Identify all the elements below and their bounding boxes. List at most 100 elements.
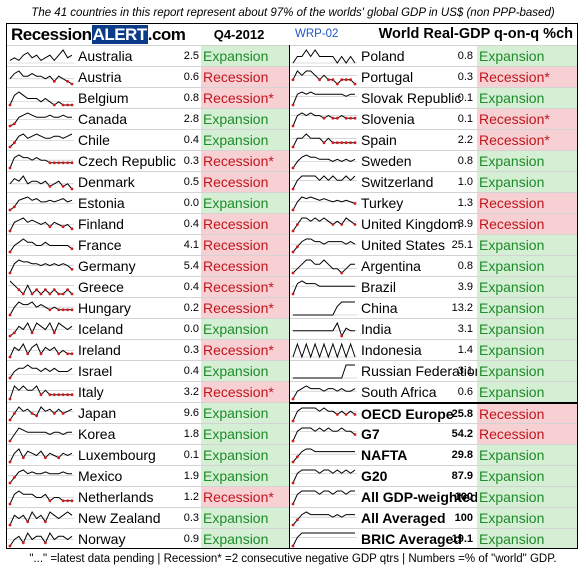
gdp-weight-value: 1.9 (183, 470, 199, 482)
row-g20: G20 87.9 Expansion (290, 465, 577, 486)
row-ireland: Ireland 0.3 Recession* (7, 339, 289, 360)
sparkline-chart (8, 91, 74, 107)
row-czech-republic: Czech Republic 0.3 Recession* (7, 150, 289, 171)
gdp-weight-value: 5.4 (183, 260, 199, 272)
row-name: Austria (78, 69, 122, 85)
row-name: G20 (361, 468, 388, 484)
sparkline-negative-point (322, 141, 326, 145)
sparkline-negative-point (344, 141, 348, 145)
sparkline-negative-point (296, 223, 299, 226)
row-name: Norway (78, 531, 126, 547)
sparkline-negative-point (70, 187, 74, 191)
gdp-weight-value: 4.1 (183, 239, 199, 251)
sparkline-negative-point (21, 292, 25, 296)
sparkline-path (292, 133, 355, 148)
row-slovenia: Slovenia 0.1 Recession* (290, 108, 577, 129)
status-badge: Recession* (477, 130, 577, 150)
status-badge: Expansion (201, 193, 289, 213)
sparkline-chart (291, 342, 357, 359)
sparkline-negative-point (340, 271, 344, 275)
row-iceland: Iceland 0.0 Expansion (7, 318, 289, 339)
sparkline-negative-point (318, 78, 321, 82)
sparkline-path (9, 70, 73, 85)
status-badge: Expansion (477, 46, 577, 66)
sparkline-negative-point (70, 267, 74, 271)
gdp-weight-value: 13.2 (451, 302, 473, 314)
row-name: Hungary (78, 300, 131, 316)
sparkline-negative-point (70, 103, 74, 107)
status-badge: Recession (477, 193, 577, 213)
row-name: Switzerland (361, 174, 434, 190)
gdp-weight-value: 0.6 (457, 386, 473, 398)
sparkline-negative-point (331, 141, 335, 145)
status-badge: Recession (477, 424, 577, 444)
status-badge: Expansion (201, 529, 289, 548)
sparkline-negative-point (291, 292, 295, 296)
status-badge: Expansion (477, 382, 577, 402)
sparkline-negative-point (8, 481, 12, 485)
sparkline-chart (291, 49, 357, 64)
sparkline-path (292, 259, 355, 274)
status-badge: Expansion (477, 340, 577, 360)
sparkline-chart (291, 112, 357, 128)
sparkline-negative-point (291, 419, 295, 423)
status-badge: Expansion (477, 256, 577, 276)
sparkline-path (9, 112, 72, 127)
sparkline-negative-point (44, 541, 47, 545)
sparkline-chart (8, 217, 74, 233)
gdp-weight-value: 0.4 (183, 218, 199, 230)
sparkline-negative-point (70, 393, 74, 397)
gdp-weight-value: 0.1 (457, 113, 473, 125)
sparkline-negative-point (340, 78, 344, 82)
row-luxembourg: Luxembourg 0.1 Expansion (7, 444, 289, 465)
sparkline-path (9, 469, 72, 484)
status-badge: Recession* (201, 151, 289, 171)
sparkline-chart (291, 259, 357, 275)
sparkline-negative-point (44, 456, 47, 460)
sparkline-negative-point (66, 393, 69, 397)
sparkline-negative-point (8, 355, 12, 359)
row-all-gdp-weighted: All GDP-weighted 100 Expansion (290, 486, 577, 507)
sparkline-negative-point (70, 308, 74, 312)
chart-title: World Real-GDP q-on-q %ch (378, 26, 573, 42)
row-name: United Kingdom (361, 216, 461, 232)
row-name: Spain (361, 132, 397, 148)
row-name: All Averaged (361, 510, 446, 526)
gdp-weight-value: 0.9 (183, 533, 199, 545)
sparkline-negative-point (70, 247, 74, 251)
sparkline-negative-point (8, 439, 12, 443)
sparkline-negative-point (61, 499, 65, 503)
row-name: Germany (78, 258, 136, 274)
gdp-weight-value: 0.1 (183, 449, 199, 461)
row-name: Canada (78, 111, 128, 127)
sparkline-negative-point (327, 78, 330, 82)
status-badge: Expansion (477, 298, 577, 318)
sparkline-negative-point (70, 161, 74, 165)
sparkline-negative-point (57, 161, 61, 165)
row-name: Turkey (361, 195, 404, 211)
sparkline-chart (291, 364, 357, 379)
sparkline-negative-point (8, 376, 12, 380)
sparkline-negative-point (57, 308, 61, 312)
gdp-weight-value: 54.2 (451, 428, 473, 440)
gdp-weight-value: 0.6 (183, 71, 199, 83)
sparkline-path (9, 217, 73, 232)
status-badge: Recession* (201, 487, 289, 507)
gdp-weight-value: 87.9 (451, 470, 473, 482)
gdp-weight-value: 0.0 (183, 197, 199, 209)
sparkline-path (9, 91, 72, 106)
sparkline-path (292, 448, 355, 463)
sparkline-negative-point (30, 292, 34, 296)
sparkline-negative-point (26, 352, 30, 356)
sparkline-negative-point (48, 161, 52, 165)
row-name: Israel (78, 363, 113, 379)
sparkline-path (9, 510, 73, 526)
sparkline-negative-point (61, 103, 65, 107)
sparkline-negative-point (70, 82, 74, 86)
sparkline-chart (291, 490, 357, 506)
row-g7: G7 54.2 Recession (290, 423, 577, 444)
sparkline-negative-point (8, 145, 12, 149)
status-badge: Expansion (201, 508, 289, 528)
sparkline-path (292, 469, 356, 484)
row-finland: Finland 0.4 Recession (7, 213, 289, 234)
